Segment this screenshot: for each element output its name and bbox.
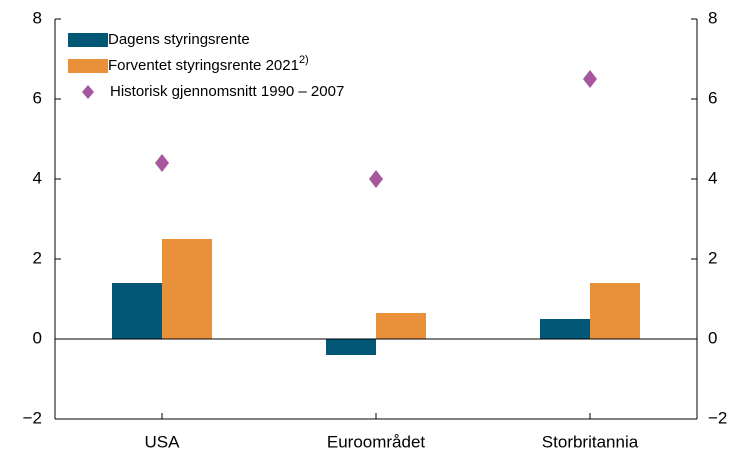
legend-name: Historisk gjennomsnitt 1990 – 2007 — [110, 83, 344, 100]
legend-swatch — [68, 33, 108, 47]
y2-tick-label: −2 — [708, 408, 727, 427]
y-tick-label: 8 — [33, 8, 42, 27]
y-tick-label: 0 — [33, 328, 42, 347]
legend-name: Dagens styringsrente — [108, 31, 250, 48]
bar — [540, 319, 590, 339]
y-tick-label: 6 — [33, 88, 42, 107]
legend-swatch — [68, 59, 108, 73]
y-tick-label: 4 — [33, 168, 42, 187]
legend-label: Historisk gjennomsnitt 1990 – 2007 — [110, 83, 344, 100]
bar — [376, 313, 426, 339]
legend-note: 2) — [299, 54, 309, 66]
bar — [162, 239, 212, 339]
y2-tick-label: 6 — [708, 88, 717, 107]
bar — [590, 283, 640, 339]
y2-tick-label: 4 — [708, 168, 717, 187]
x-tick-label: Storbritannia — [542, 432, 639, 451]
y-tick-label: 2 — [33, 248, 42, 267]
x-tick-label: USA — [145, 432, 181, 451]
x-tick-label: Euroområdet — [327, 432, 426, 451]
legend-name: Forventet styringsrente 2021 — [108, 57, 299, 74]
legend-label: Forventet styringsrente 20212) — [108, 54, 309, 74]
diamond-marker — [583, 70, 597, 88]
legend-marker — [82, 85, 94, 99]
bar — [112, 283, 162, 339]
y2-tick-label: 0 — [708, 328, 717, 347]
y2-tick-label: 8 — [708, 8, 717, 27]
legend-label: Dagens styringsrente — [108, 31, 250, 48]
diamond-marker — [369, 170, 383, 188]
diamond-marker — [155, 154, 169, 172]
y-tick-label: −2 — [23, 408, 42, 427]
bar — [326, 339, 376, 355]
y2-tick-label: 2 — [708, 248, 717, 267]
